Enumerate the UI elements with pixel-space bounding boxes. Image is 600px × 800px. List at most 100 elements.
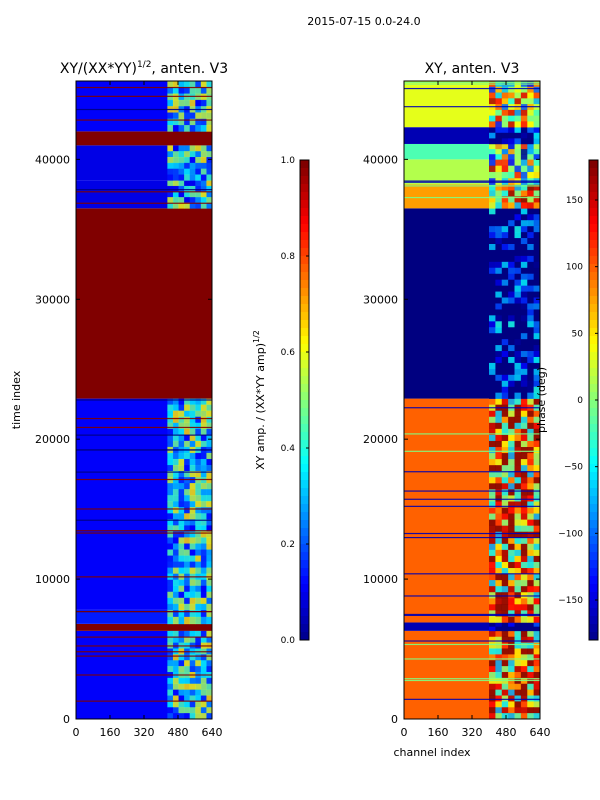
heatmap-noise-cell (508, 339, 515, 346)
heatmap-noise-cell (508, 285, 515, 292)
heatmap-stripe (404, 643, 540, 646)
heatmap-noise-cell (508, 626, 515, 632)
heatmap-noise-cell (489, 495, 496, 502)
heatmap-noise-cell (533, 616, 541, 623)
heatmap-noise-cell (195, 489, 202, 496)
heatmap-noise-cell (206, 501, 213, 508)
heatmap-noise-cell (520, 660, 528, 667)
heatmap-noise-cell (508, 380, 515, 388)
heatmap-noise-cell (520, 196, 528, 203)
heatmap-noise-cell (514, 279, 522, 286)
heatmap-noise-cell (200, 489, 207, 496)
heatmap-stripe (404, 679, 540, 682)
heatmap-noise-cell (527, 477, 534, 484)
heatmap-noise-cell (501, 428, 509, 436)
heatmap-noise-cell (172, 452, 179, 460)
heatmap-noise-cell (206, 654, 213, 661)
heatmap-noise-cell (508, 333, 515, 340)
heatmap-noise-cell (178, 471, 185, 478)
heatmap-noise-cell (489, 121, 496, 128)
heatmap-noise-cell (495, 249, 503, 257)
heatmap-noise-cell (178, 157, 185, 164)
heatmap-noise-cell (195, 616, 202, 625)
heatmap-noise-cell (184, 525, 190, 532)
heatmap-noise-cell (520, 279, 528, 286)
heatmap-stripe (76, 674, 212, 676)
heatmap-noise-cell (501, 143, 509, 150)
heatmap-noise-cell (200, 666, 207, 673)
heatmap-noise-cell (167, 185, 174, 192)
heatmap-noise-cell (172, 713, 179, 720)
x-tick-label: 480 (168, 726, 189, 739)
heatmap-noise-cell (167, 81, 174, 88)
heatmap-noise-cell (178, 416, 185, 424)
heatmap-noise-cell (527, 386, 534, 393)
heatmap-noise-cell (189, 191, 196, 198)
heatmap-noise-cell (178, 537, 185, 544)
heatmap-noise-cell (206, 404, 213, 411)
heatmap-noise-cell (501, 297, 509, 304)
y-tick-label: 30000 (363, 293, 398, 306)
heatmap-noise-cell (514, 226, 522, 233)
heatmap-noise-cell (189, 507, 196, 514)
heatmap-stripe (404, 106, 540, 108)
heatmap-noise-cell (489, 483, 496, 490)
heatmap-noise-cell (527, 356, 534, 364)
heatmap-noise-cell (501, 249, 509, 257)
colorbar-segment (589, 504, 598, 513)
heatmap-noise-cell (508, 671, 515, 679)
heatmap-noise-cell (514, 660, 522, 667)
heatmap-noise-cell (508, 683, 515, 690)
y-tick-label: 40000 (363, 153, 398, 166)
heatmap-noise-cell (514, 555, 522, 563)
heatmap-noise-cell (495, 190, 503, 197)
y-tick-label: 0 (391, 713, 398, 726)
heatmap-noise-cell (533, 138, 541, 145)
heatmap-noise-cell (514, 440, 522, 448)
heatmap-noise-cell (200, 689, 207, 696)
heatmap-noise-cell (520, 561, 528, 569)
heatmap-noise-cell (514, 351, 522, 358)
heatmap-noise-cell (178, 112, 185, 120)
heatmap-noise-cell (527, 537, 534, 545)
heatmap-noise-cell (533, 689, 541, 696)
heatmap-noise-cell (527, 626, 534, 632)
heatmap-noise-cell (514, 220, 522, 227)
heatmap-noise-cell (172, 174, 179, 181)
heatmap-noise-cell (200, 87, 207, 94)
heatmap-noise-cell (178, 483, 185, 490)
heatmap-noise-cell (533, 171, 541, 179)
heatmap-noise-cell (533, 459, 541, 466)
colorbar-tick-label: 100 (566, 263, 583, 273)
heatmap-noise-cell (178, 609, 185, 618)
heatmap-noise-cell (206, 603, 213, 611)
heatmap-noise-cell (495, 285, 503, 292)
heatmap-noise-cell (527, 238, 534, 245)
heatmap-noise-cell (178, 180, 185, 187)
heatmap-noise-cell (527, 525, 534, 533)
heatmap-noise-cell (514, 459, 522, 466)
heatmap-noise-cell (520, 459, 528, 466)
heatmap-noise-cell (184, 197, 190, 204)
heatmap-noise-cell (178, 707, 185, 714)
heatmap-stripe (76, 86, 212, 89)
heatmap-noise-cell (514, 380, 522, 388)
colorbar-segment (300, 432, 309, 441)
heatmap-noise-cell (527, 351, 534, 358)
heatmap-noise-cell (195, 125, 202, 132)
heatmap-noise-cell (527, 86, 534, 93)
heatmap-noise-cell (178, 567, 185, 574)
heatmap-band-5 (76, 208, 212, 399)
heatmap-noise-cell (533, 159, 541, 166)
heatmap-noise-cell (489, 434, 496, 442)
heatmap-noise-cell (501, 689, 509, 696)
heatmap-noise-cell (501, 695, 509, 702)
heatmap-noise-cell (167, 695, 174, 702)
heatmap-noise-cell (495, 398, 503, 405)
heatmap-noise-cell (514, 683, 522, 690)
heatmap-noise-cell (508, 374, 515, 382)
heatmap-noise-cell (533, 489, 541, 496)
heatmap-noise-cell (206, 507, 213, 514)
heatmap-noise-cell (527, 549, 534, 557)
heatmap-noise-cell (514, 707, 522, 714)
